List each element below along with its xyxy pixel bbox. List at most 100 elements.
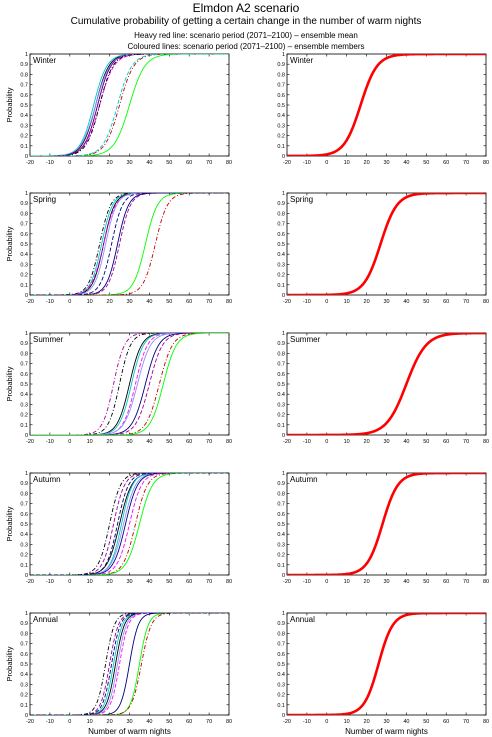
x-tick-label: 10 (87, 160, 93, 166)
member-curve-5 (30, 613, 229, 715)
y-tick-label: 0.9 (20, 341, 28, 347)
x-tick-label: 20 (364, 439, 370, 445)
panel-winter-right: -20 -10 0 10 20 30 40 50 60 70 80 0 0.1 0.2 0.3 0.4 0.5 0… (277, 52, 489, 166)
y-tick-label: 0.2 (20, 693, 28, 699)
x-tick-label: 40 (146, 299, 152, 305)
y-tick-label: 0.7 (277, 83, 285, 89)
x-tick-label: 70 (206, 299, 212, 305)
x-tick-label: 80 (483, 579, 489, 585)
x-tick-label: 80 (226, 299, 232, 305)
plot-frame (29, 192, 230, 296)
x-tick-label: 10 (87, 439, 93, 445)
x-tick-label: 0 (68, 299, 71, 305)
y-axis-label: Probability (5, 646, 14, 681)
x-tick-label: 70 (206, 160, 212, 166)
legend-note-ensemble-mean: Heavy red line: scenario period (2071–21… (134, 31, 358, 40)
x-tick-label: 20 (107, 299, 113, 305)
panel-summer-right: -20 -10 0 10 20 30 40 50 60 70 80 0 0.1 0.2 0.3 0.4 0.5 0… (277, 331, 489, 445)
y-tick-label: 0.6 (277, 232, 285, 238)
x-tick-label: 50 (423, 299, 429, 305)
ensemble-mean-curve (287, 333, 486, 435)
y-tick-label: 0.4 (277, 113, 285, 119)
y-tick-label: 1 (282, 331, 285, 337)
member-curve-7 (30, 193, 229, 295)
legend-note-ensemble-members: Coloured lines: scenario period (2071–21… (127, 42, 365, 51)
x-tick-label: 40 (146, 439, 152, 445)
x-tick-label: -20 (26, 579, 34, 585)
x-tick-label: 60 (186, 439, 192, 445)
x-tick-label: 20 (107, 439, 113, 445)
y-axis-label: Probability (5, 226, 14, 261)
x-tick-label: 40 (403, 719, 409, 725)
x-tick-label: 20 (364, 160, 370, 166)
y-tick-label: 0.1 (277, 144, 285, 150)
x-tick-label: 50 (166, 299, 172, 305)
panel-summer-left: -20 -10 0 10 20 30 40 50 60 70 80 0 0.1 0.2 0.3 0.4 0.5 0… (5, 331, 232, 445)
y-tick-label: 0 (282, 713, 285, 719)
panel-spring-left: -20 -10 0 10 20 30 40 50 60 70 80 0 0.1 0.2 0.3 0.4 0.5 0… (5, 191, 232, 305)
ensemble-mean-curve (287, 613, 486, 715)
y-tick-label: 0.9 (20, 481, 28, 487)
x-tick-label: -20 (26, 299, 34, 305)
y-tick-label: 0 (25, 154, 28, 160)
panel-autumn-left: -20 -10 0 10 20 30 40 50 60 70 80 0 0.1 0.2 0.3 0.4 0.5 0… (5, 471, 232, 585)
x-tick-label: 80 (226, 579, 232, 585)
x-tick-label: -20 (26, 719, 34, 725)
x-tick-label: 40 (146, 579, 152, 585)
x-tick-label: -10 (46, 160, 54, 166)
member-curve-7 (30, 613, 229, 715)
x-tick-label: 50 (423, 439, 429, 445)
x-tick-label: 30 (126, 579, 132, 585)
season-label: Annual (290, 615, 315, 624)
ensemble-mean-curve (287, 473, 486, 575)
x-tick-label: 10 (344, 719, 350, 725)
x-tick-label: 0 (325, 439, 328, 445)
y-tick-label: 0.9 (277, 62, 285, 68)
y-tick-label: 0.5 (20, 242, 28, 248)
y-tick-label: 0.5 (277, 522, 285, 528)
y-tick-label: 1 (25, 611, 28, 617)
x-tick-label: 70 (463, 160, 469, 166)
x-tick-label: 10 (344, 439, 350, 445)
y-tick-label: 0.9 (20, 621, 28, 627)
y-tick-label: 0 (25, 293, 28, 299)
figure-subtitle: Cumulative probability of getting a cert… (70, 16, 422, 27)
y-tick-label: 0.3 (20, 123, 28, 129)
y-tick-label: 0.4 (20, 392, 28, 398)
x-tick-label: 0 (68, 439, 71, 445)
y-tick-label: 0.1 (277, 703, 285, 709)
plot-frame (286, 332, 487, 436)
x-tick-label: -10 (303, 719, 311, 725)
x-tick-label: 20 (364, 579, 370, 585)
season-label: Spring (33, 195, 56, 204)
member-curve-3 (30, 613, 229, 715)
y-tick-label: 0.2 (20, 134, 28, 140)
y-tick-label: 0.4 (277, 392, 285, 398)
y-tick-label: 1 (25, 331, 28, 337)
x-tick-label: -10 (46, 439, 54, 445)
x-tick-label: -20 (283, 579, 291, 585)
member-curve-3 (30, 333, 229, 435)
panel-autumn-right: -20 -10 0 10 20 30 40 50 60 70 80 0 0.1 0.2 0.3 0.4 0.5 0… (277, 471, 489, 585)
y-tick-label: 0.3 (20, 262, 28, 268)
y-tick-label: 0.3 (20, 542, 28, 548)
y-tick-label: 0.8 (277, 631, 285, 637)
y-tick-label: 0.2 (20, 273, 28, 279)
y-tick-label: 0 (282, 293, 285, 299)
member-curve-4 (30, 333, 229, 435)
x-tick-label: 50 (166, 719, 172, 725)
y-tick-label: 0.3 (277, 402, 285, 408)
curves (287, 54, 486, 156)
season-label: Annual (33, 615, 58, 624)
y-tick-label: 0.9 (277, 481, 285, 487)
season-label: Spring (290, 195, 313, 204)
x-tick-label: 60 (443, 160, 449, 166)
curves (287, 193, 486, 295)
x-tick-label: -20 (283, 439, 291, 445)
x-tick-label: 80 (483, 160, 489, 166)
y-tick-label: 0.3 (20, 402, 28, 408)
x-tick-label: 50 (423, 579, 429, 585)
x-tick-label: 70 (463, 299, 469, 305)
x-tick-label: 70 (206, 719, 212, 725)
x-tick-label: 30 (126, 160, 132, 166)
